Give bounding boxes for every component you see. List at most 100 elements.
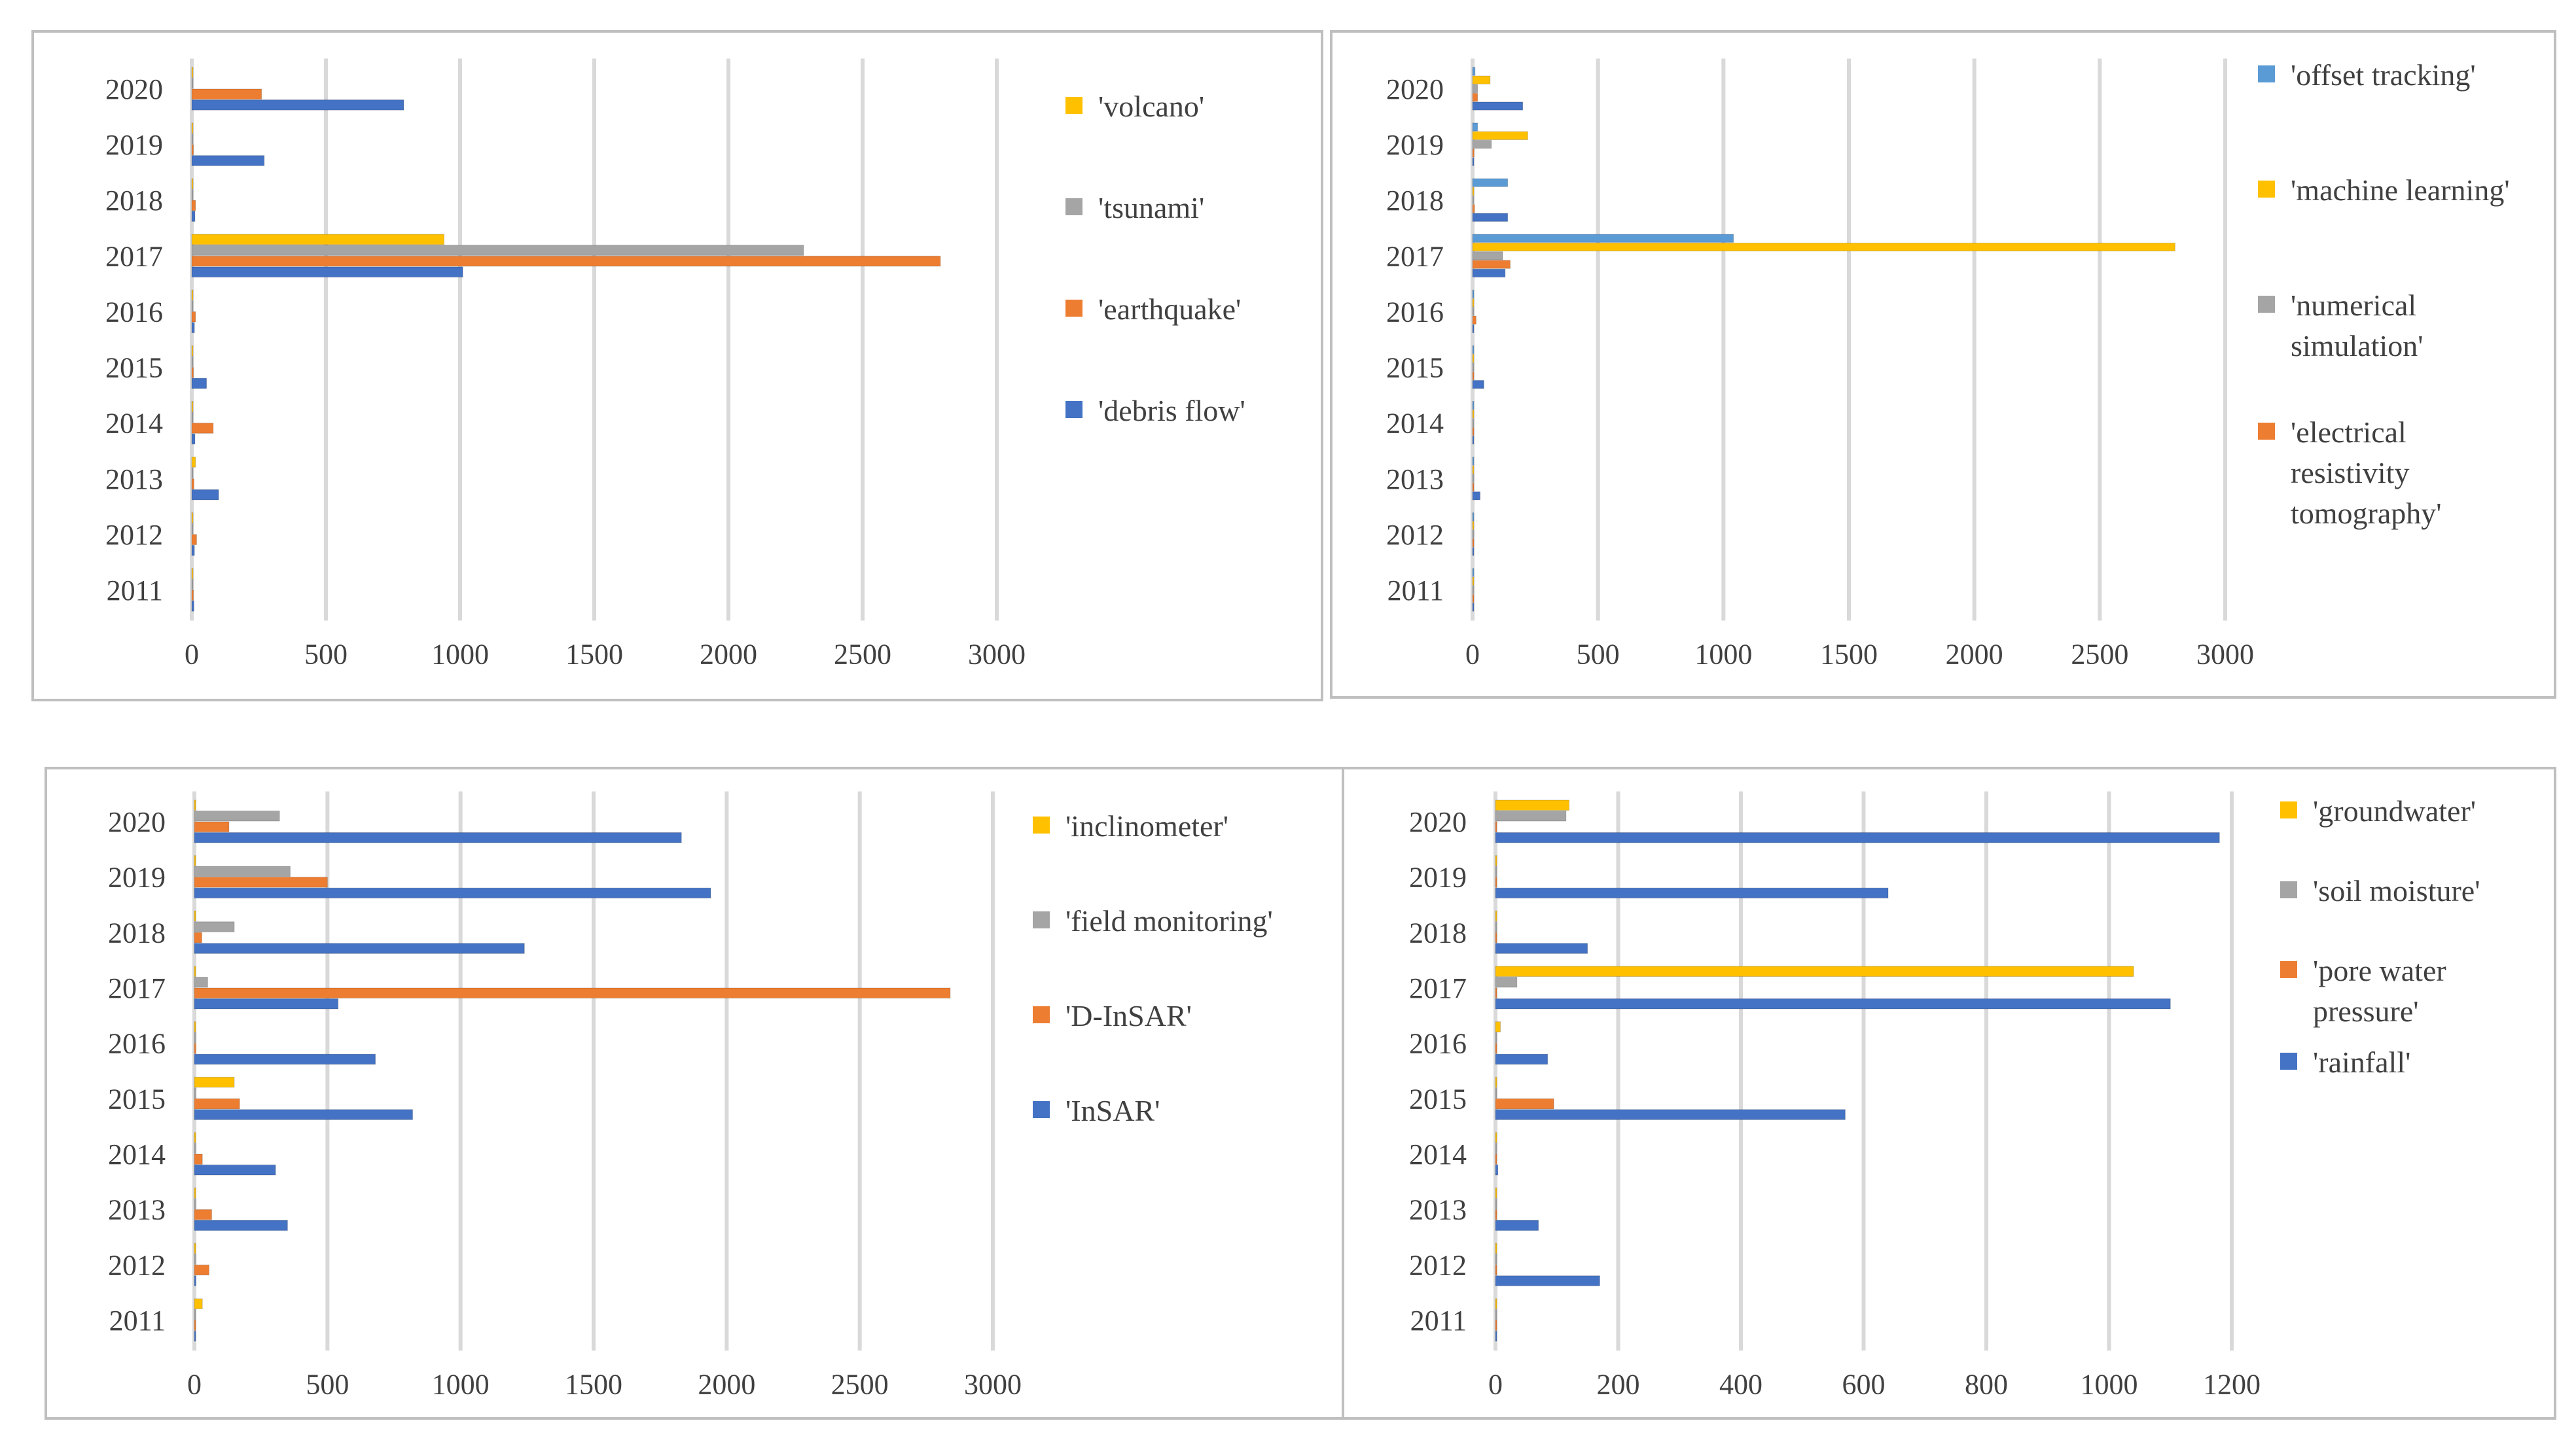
bar [1472, 242, 2175, 252]
x-tick-label: 1000 [1694, 639, 1752, 671]
legend-label: 'groundwater' [2313, 794, 2476, 828]
y-tick-label: 2019 [105, 129, 163, 161]
bar [1472, 307, 1475, 316]
legend-swatch [2280, 1053, 2297, 1070]
bar [194, 877, 328, 888]
bar [194, 1021, 196, 1032]
x-tick-label: 500 [304, 639, 348, 671]
legend-label: 'offset tracking' [2291, 58, 2476, 92]
bar [194, 821, 230, 833]
bar [191, 266, 463, 278]
y-tick-label: 2018 [1409, 917, 1467, 949]
bar [194, 1198, 196, 1210]
bar [191, 245, 804, 256]
bar [1472, 547, 1475, 556]
bar [191, 144, 194, 156]
bar [1472, 289, 1475, 299]
legend-label: 'soil moisture' [2313, 874, 2480, 907]
x-tick-label: 2000 [700, 639, 757, 671]
legend-swatch [1033, 911, 1050, 928]
bar [1495, 1076, 1497, 1088]
chart-panel-4: 0 200 400 600 800 1000 1200 2011 2012 2013 2014 201… [1342, 767, 2556, 1420]
legend-label: 'machine learning' [2291, 173, 2510, 207]
bar [1472, 491, 1480, 501]
panel-border [1330, 30, 2556, 699]
bar [1472, 538, 1475, 548]
bar [191, 457, 196, 468]
legend-swatch [2258, 181, 2275, 198]
bar [191, 423, 214, 434]
y-tick-label: 2020 [108, 806, 166, 838]
bar [194, 1076, 235, 1088]
bar [1472, 603, 1475, 612]
legend-swatch [1033, 1006, 1050, 1023]
bar [194, 932, 202, 943]
y-tick-label: 2017 [108, 972, 166, 1004]
bar [191, 378, 207, 389]
legend-label: 'InSAR' [1065, 1094, 1160, 1127]
panel-border [31, 30, 1323, 701]
x-tick-label: 3000 [2196, 639, 2254, 671]
bar [191, 289, 194, 301]
y-tick-label: 2020 [1386, 73, 1444, 105]
bar [1495, 910, 1497, 922]
bar [194, 1264, 209, 1276]
bar [191, 578, 194, 590]
bar [1472, 139, 1492, 149]
bar [1472, 234, 1734, 243]
y-tick-label: 2011 [109, 1305, 166, 1337]
y-tick-label: 2015 [108, 1083, 166, 1115]
x-tick-label: 2500 [831, 1368, 889, 1400]
y-tick-label: 2012 [108, 1249, 166, 1281]
y-tick-label: 2019 [1409, 862, 1467, 894]
bar [1472, 568, 1475, 577]
bar [1495, 1165, 1499, 1176]
legend-swatch [1065, 401, 1082, 418]
y-tick-label: 2016 [105, 296, 163, 328]
bar [194, 810, 280, 822]
bar [1495, 1043, 1497, 1054]
bar [194, 1109, 413, 1120]
legend-swatch [2258, 423, 2275, 440]
bar [1472, 315, 1476, 325]
bar [1472, 260, 1511, 269]
y-tick-label: 2011 [1410, 1305, 1467, 1337]
legend-label: 'inclinometer' [1065, 809, 1228, 843]
legend-swatch [1065, 198, 1082, 215]
bar [1472, 529, 1475, 539]
y-tick-label: 2015 [1386, 352, 1444, 384]
bar [1472, 482, 1475, 492]
y-tick-label: 2014 [1386, 408, 1444, 440]
x-tick-label: 1200 [2203, 1368, 2261, 1400]
bar [194, 1032, 196, 1044]
legend-swatch [2280, 961, 2297, 978]
x-tick-label: 2000 [698, 1368, 755, 1400]
bar [1495, 1320, 1497, 1331]
bar [194, 1254, 196, 1265]
bar [191, 601, 194, 612]
legend-swatch [1065, 300, 1082, 317]
bar [1472, 474, 1475, 483]
bar [194, 1298, 203, 1309]
bar [1472, 149, 1475, 158]
bar [191, 300, 194, 311]
bar [191, 345, 194, 357]
bar [194, 987, 951, 999]
bar [1495, 1198, 1497, 1210]
bar [1495, 1153, 1497, 1165]
y-tick-label: 2019 [108, 862, 166, 894]
bar [1495, 810, 1567, 822]
bar [194, 1309, 196, 1320]
y-tick-label: 2020 [105, 73, 163, 105]
bar [1472, 400, 1475, 410]
y-tick-label: 2016 [108, 1028, 166, 1060]
bar [191, 523, 194, 535]
bar [1472, 362, 1475, 372]
legend-label: simulation' [2291, 329, 2424, 362]
bar [1495, 1021, 1501, 1032]
bar [191, 568, 194, 579]
bar [1495, 932, 1497, 943]
bar [1472, 157, 1475, 166]
bar [1495, 832, 2220, 843]
